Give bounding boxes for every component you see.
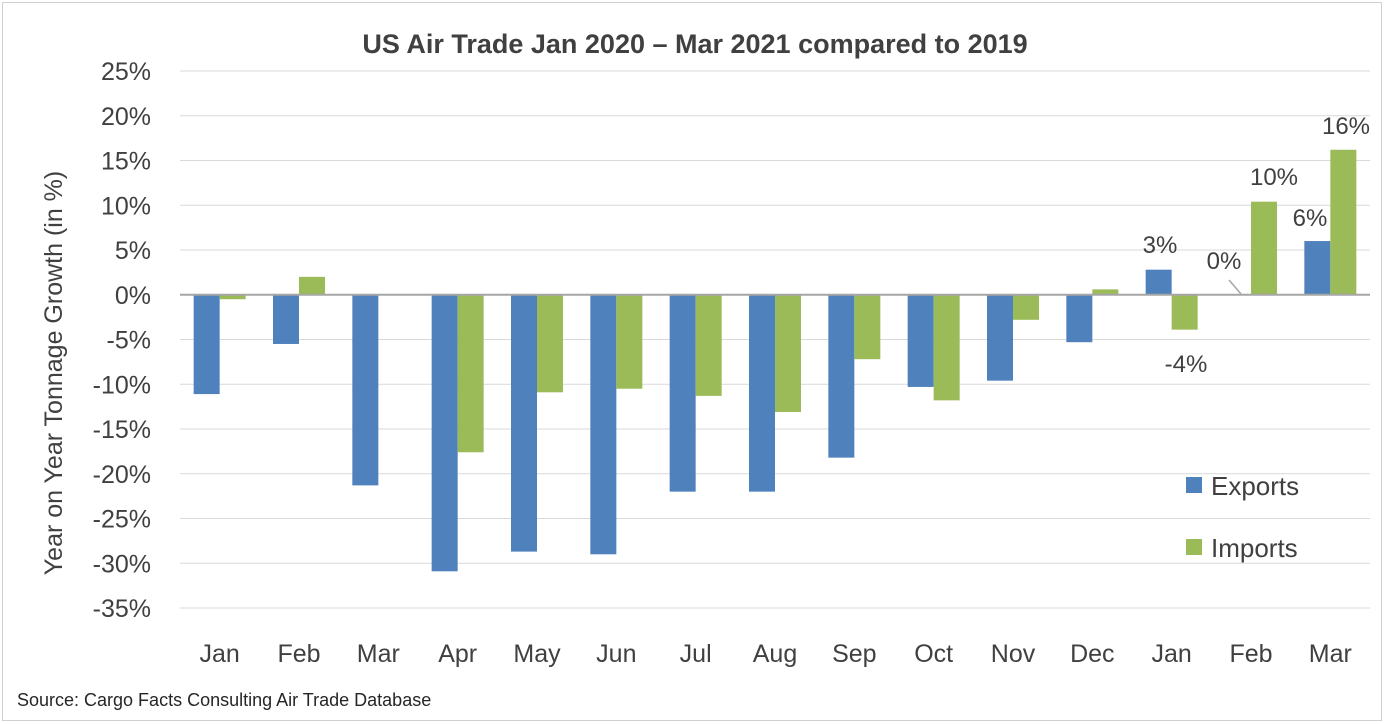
legend-label-imports: Imports (1211, 533, 1298, 563)
y-axis-title: Year on Year Tonnage Growth (in %) (40, 171, 68, 575)
y-tick-label: -15% (93, 416, 151, 444)
data-label: -4% (1165, 351, 1208, 378)
x-tick-label: Aug (753, 640, 797, 668)
y-tick-label: 25% (101, 58, 151, 86)
y-tick-label: -35% (93, 595, 151, 623)
data-label-leader-line (1228, 279, 1242, 295)
bar-exports-4 (511, 294, 537, 552)
x-tick-label: Jan (200, 640, 240, 668)
chart-title: US Air Trade Jan 2020 – Mar 2021 compare… (362, 29, 1027, 59)
bar-exports-6 (669, 294, 696, 492)
bar-imports-14 (1330, 149, 1357, 295)
legend-swatch-imports (1186, 539, 1202, 555)
bar-exports-14 (1304, 241, 1331, 295)
bar-exports-12 (1145, 269, 1172, 295)
bar-imports-9 (933, 294, 960, 401)
y-tick-label: 15% (101, 148, 151, 176)
data-label: 0% (1207, 248, 1242, 275)
x-tick-label: Oct (914, 640, 953, 668)
chart: 25% 20% 15% 10% 5% 0% -5% -10% -15% -20% -25% -30% -… (17, 29, 1370, 710)
bar-imports-11 (1092, 289, 1119, 295)
bar-imports-4 (537, 294, 563, 393)
bar-imports-10 (1013, 294, 1039, 320)
bar-imports-1 (299, 276, 325, 295)
legend-swatch-exports (1186, 477, 1202, 493)
y-tick-label: 0% (115, 282, 151, 310)
bar-exports-9 (907, 294, 934, 387)
y-tick-label: -30% (93, 550, 151, 578)
bar-imports-8 (854, 294, 881, 360)
bar-exports-10 (987, 294, 1013, 381)
bar-imports-5 (616, 294, 643, 389)
bar-imports-13 (1251, 201, 1277, 295)
y-tick-label: 20% (101, 103, 151, 131)
bar-exports-1 (273, 294, 299, 344)
bar-imports-7 (775, 294, 801, 412)
data-label: 3% (1143, 232, 1178, 259)
y-tick-label: 5% (115, 237, 151, 265)
x-tick-label: Jan (1152, 640, 1192, 668)
bar-exports-2 (352, 294, 379, 486)
x-tick-label: Apr (438, 640, 477, 668)
y-tick-label: -5% (107, 327, 151, 355)
x-tick-label: Jun (596, 640, 636, 668)
bar-imports-0 (219, 294, 246, 300)
x-tick-label: Sep (832, 640, 876, 668)
bar-imports-12 (1171, 294, 1198, 330)
x-tick-label: Mar (357, 640, 400, 668)
bar-exports-7 (749, 294, 775, 492)
bar-exports-11 (1066, 294, 1093, 343)
data-label: 10% (1250, 164, 1298, 191)
source-note: Source: Cargo Facts Consulting Air Trade… (17, 690, 431, 710)
x-axis-ticks: Jan Feb Mar Apr May Jun Jul Aug Sep Oct Nov Dec Jan F… (200, 640, 1352, 668)
y-tick-label: -20% (93, 461, 151, 489)
x-tick-label: May (513, 640, 561, 668)
bar-imports-6 (695, 294, 722, 396)
x-tick-label: Nov (991, 640, 1036, 668)
y-tick-label: -25% (93, 506, 151, 534)
bar-imports-3 (457, 294, 484, 453)
x-tick-label: Mar (1309, 640, 1352, 668)
y-tick-label: 10% (101, 192, 151, 220)
x-tick-label: Jul (680, 640, 712, 668)
legend: Exports Imports (1186, 471, 1299, 563)
x-tick-label: Feb (277, 640, 320, 668)
y-axis-ticks: 25% 20% 15% 10% 5% 0% -5% -10% -15% -20% -25% -30% -… (93, 58, 151, 623)
bar-exports-0 (193, 294, 220, 395)
data-label: 16% (1322, 113, 1370, 140)
bar-exports-5 (590, 294, 617, 555)
data-label: 6% (1293, 205, 1328, 232)
data-labels: 3% -4% 0% 10% 6% 16% (1143, 113, 1370, 378)
y-tick-label: -10% (93, 371, 151, 399)
x-tick-label: Dec (1070, 640, 1114, 668)
x-tick-label: Feb (1229, 640, 1272, 668)
legend-label-exports: Exports (1211, 471, 1299, 501)
bar-exports-8 (828, 294, 855, 458)
bar-exports-3 (431, 294, 458, 572)
bars (193, 149, 1357, 572)
